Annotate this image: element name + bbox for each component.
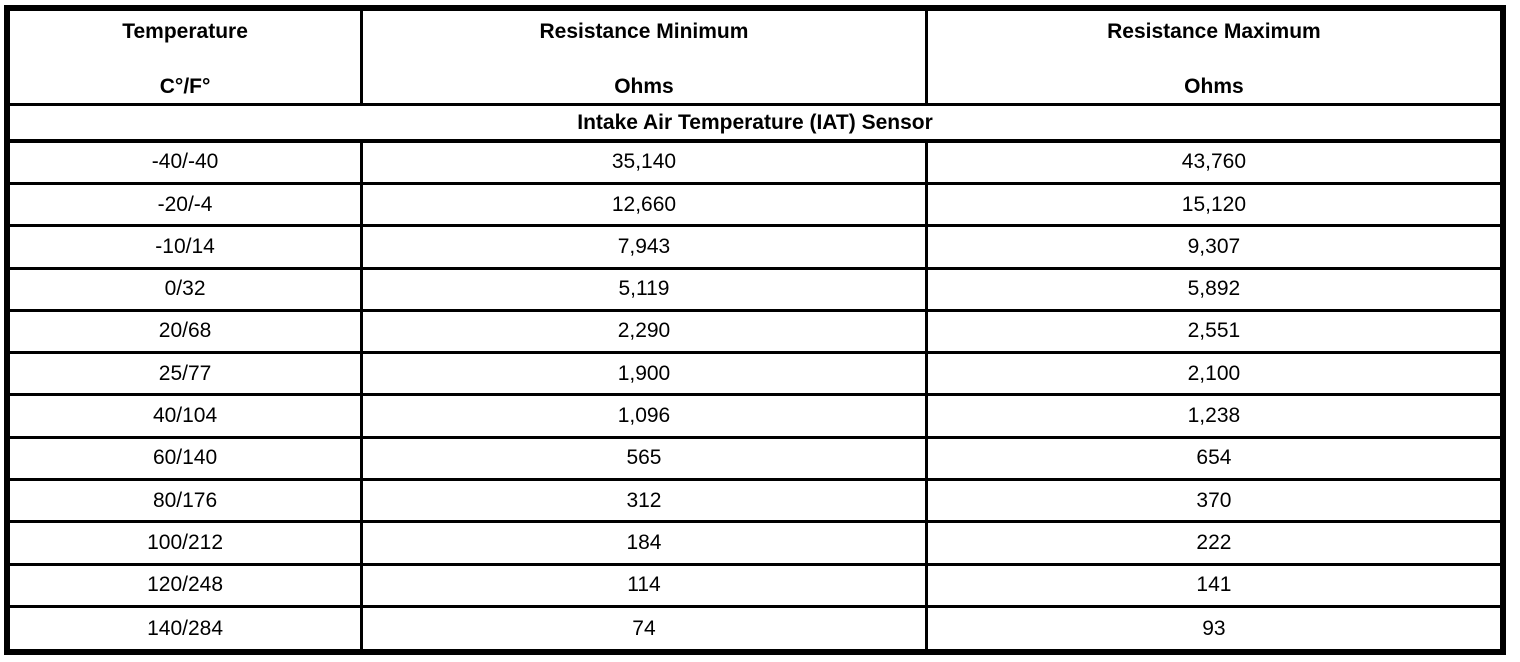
resistance-max-cell: 2,551: [924, 308, 1500, 355]
resistance-max-cell: 43,760: [924, 139, 1500, 185]
column-title: Resistance Maximum: [1107, 20, 1321, 43]
temperature-cell: 25/77: [10, 351, 364, 397]
temperature-cell: 60/140: [10, 435, 364, 482]
resistance-max-cell: 9,307: [924, 224, 1500, 270]
resistance-min-cell: 35,140: [360, 139, 928, 185]
temperature-cell: 140/284: [10, 605, 364, 649]
resistance-max-cell: 93: [924, 605, 1500, 649]
temperature-cell: -10/14: [10, 224, 364, 270]
resistance-max-cell: 15,120: [924, 181, 1500, 228]
table-row: 60/140 565 654: [10, 435, 1500, 482]
table-row: 25/77 1,900 2,100: [10, 351, 1500, 397]
column-title: Resistance Minimum: [539, 20, 749, 43]
resistance-max-cell: 2,100: [924, 351, 1500, 397]
resistance-max-cell: 1,238: [924, 393, 1500, 439]
table-row: 20/68 2,290 2,551: [10, 308, 1500, 355]
column-header-resistance-maximum: Resistance Maximum Ohms: [924, 11, 1500, 107]
column-unit: Ohms: [614, 75, 674, 98]
table-row: 120/248 114 141: [10, 562, 1500, 609]
iat-sensor-spec-table: Temperature C°/F° Resistance Minimum Ohm…: [4, 5, 1506, 655]
temperature-cell: 40/104: [10, 393, 364, 439]
resistance-min-cell: 2,290: [360, 308, 928, 355]
temperature-cell: 100/212: [10, 520, 364, 566]
temperature-cell: -40/-40: [10, 139, 364, 185]
table-row: -10/14 7,943 9,307: [10, 224, 1500, 270]
temperature-cell: 80/176: [10, 478, 364, 524]
table-row: 140/284 74 93: [10, 605, 1500, 649]
section-title: Intake Air Temperature (IAT) Sensor: [10, 103, 1500, 144]
column-title: Temperature: [122, 20, 248, 43]
table-row: -20/-4 12,660 15,120: [10, 181, 1500, 228]
column-header-resistance-minimum: Resistance Minimum Ohms: [360, 11, 928, 107]
resistance-min-cell: 5,119: [360, 266, 928, 312]
column-header-temperature: Temperature C°/F°: [10, 11, 364, 107]
resistance-max-cell: 654: [924, 435, 1500, 482]
resistance-min-cell: 74: [360, 605, 928, 649]
resistance-max-cell: 222: [924, 520, 1500, 566]
temperature-cell: 0/32: [10, 266, 364, 312]
table-row: 40/104 1,096 1,238: [10, 393, 1500, 439]
temperature-cell: 120/248: [10, 562, 364, 609]
column-unit: C°/F°: [159, 75, 211, 98]
resistance-max-cell: 370: [924, 478, 1500, 524]
table-row: 80/176 312 370: [10, 478, 1500, 524]
table-row: 0/32 5,119 5,892: [10, 266, 1500, 312]
temperature-cell: -20/-4: [10, 181, 364, 228]
column-unit: Ohms: [1184, 75, 1244, 98]
resistance-table: Temperature C°/F° Resistance Minimum Ohm…: [10, 11, 1500, 649]
resistance-max-cell: 141: [924, 562, 1500, 609]
resistance-min-cell: 312: [360, 478, 928, 524]
resistance-min-cell: 1,096: [360, 393, 928, 439]
resistance-min-cell: 12,660: [360, 181, 928, 228]
resistance-max-cell: 5,892: [924, 266, 1500, 312]
table-row: -40/-40 35,140 43,760: [10, 139, 1500, 185]
resistance-min-cell: 565: [360, 435, 928, 482]
resistance-min-cell: 114: [360, 562, 928, 609]
resistance-min-cell: 7,943: [360, 224, 928, 270]
table-row: 100/212 184 222: [10, 520, 1500, 566]
table-header-row: Temperature C°/F° Resistance Minimum Ohm…: [10, 11, 1500, 107]
resistance-min-cell: 1,900: [360, 351, 928, 397]
temperature-cell: 20/68: [10, 308, 364, 355]
section-title-row: Intake Air Temperature (IAT) Sensor: [10, 103, 1500, 144]
resistance-min-cell: 184: [360, 520, 928, 566]
